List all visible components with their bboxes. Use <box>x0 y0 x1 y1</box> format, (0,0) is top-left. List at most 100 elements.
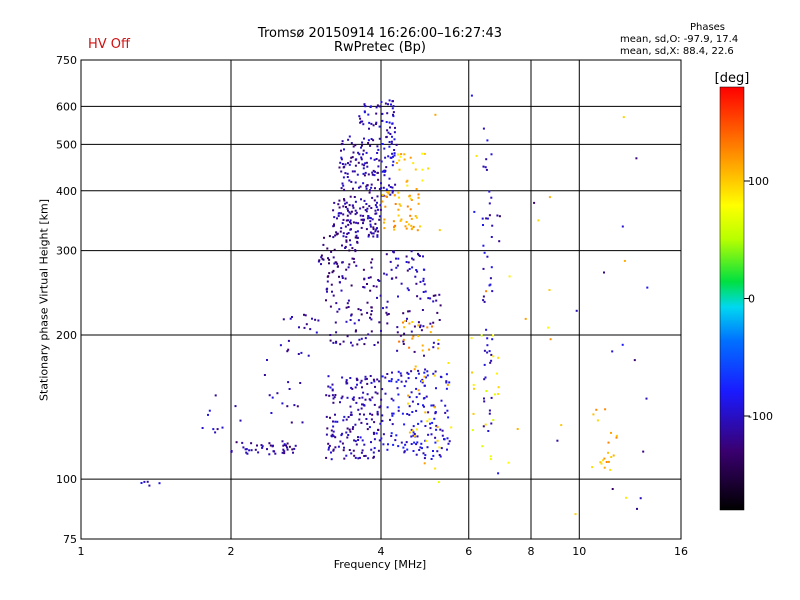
data-point <box>354 144 357 147</box>
data-point <box>601 459 604 462</box>
data-point <box>434 436 437 439</box>
data-point <box>370 418 373 421</box>
data-point <box>341 143 344 145</box>
data-point <box>440 447 443 450</box>
data-point <box>393 131 396 134</box>
data-point <box>393 152 396 155</box>
data-point <box>282 444 285 447</box>
data-point <box>359 185 362 188</box>
data-point <box>338 206 341 209</box>
data-point <box>418 392 421 395</box>
data-point <box>376 201 378 204</box>
data-point <box>399 334 402 337</box>
data-point <box>381 388 384 391</box>
data-point <box>371 196 374 199</box>
data-point <box>335 231 338 234</box>
data-point <box>406 413 409 415</box>
x-tick-label: 4 <box>378 545 385 558</box>
data-point <box>399 155 402 158</box>
data-point <box>330 451 332 454</box>
data-point <box>482 425 485 428</box>
data-point <box>419 446 422 449</box>
data-point <box>412 425 415 428</box>
data-point <box>392 115 395 118</box>
data-point <box>392 111 395 114</box>
data-point <box>393 228 396 231</box>
data-point <box>366 217 369 220</box>
data-point <box>353 439 356 442</box>
data-point <box>355 158 358 161</box>
data-point <box>410 443 413 445</box>
data-point <box>371 218 374 221</box>
data-point <box>388 145 391 148</box>
data-point <box>351 156 354 159</box>
data-point <box>342 340 345 343</box>
data-point <box>230 450 233 453</box>
data-point <box>360 379 363 382</box>
data-point <box>363 404 366 407</box>
data-point <box>387 192 390 195</box>
data-point <box>282 448 285 451</box>
y-tick-label: 500 <box>56 138 77 151</box>
data-point <box>615 434 618 437</box>
data-point <box>342 218 345 221</box>
data-point <box>374 209 377 212</box>
data-point <box>242 446 245 449</box>
data-point <box>390 156 393 159</box>
data-point <box>537 219 540 222</box>
data-point <box>410 428 413 431</box>
data-point <box>437 339 440 341</box>
data-point <box>360 407 363 410</box>
data-point <box>489 361 492 364</box>
data-point <box>345 418 348 421</box>
data-point <box>386 129 389 132</box>
data-point <box>327 375 330 378</box>
data-point <box>426 446 429 449</box>
data-point <box>358 115 361 118</box>
data-point <box>342 419 345 422</box>
data-point <box>365 203 368 205</box>
data-point <box>378 105 381 108</box>
data-point <box>392 412 395 415</box>
data-point <box>410 224 413 227</box>
data-point <box>340 158 343 161</box>
data-point <box>403 385 406 388</box>
data-point <box>367 215 370 217</box>
data-point <box>364 209 367 211</box>
data-point <box>367 113 370 116</box>
data-point <box>351 428 354 430</box>
data-point <box>415 282 418 285</box>
data-point <box>348 135 351 138</box>
data-point <box>321 257 324 260</box>
data-point <box>381 119 384 122</box>
y-tick-label: 300 <box>56 245 77 258</box>
data-point <box>396 349 399 352</box>
data-point <box>250 442 253 445</box>
data-point <box>391 122 394 125</box>
data-point <box>214 431 217 434</box>
data-point <box>486 351 489 354</box>
data-point <box>406 179 409 182</box>
data-point <box>376 410 379 413</box>
data-point <box>430 433 433 436</box>
data-point <box>409 197 412 200</box>
data-point <box>427 411 430 414</box>
data-point <box>380 182 382 185</box>
data-point <box>343 457 346 460</box>
data-point <box>317 260 320 263</box>
data-point <box>406 371 409 374</box>
data-point <box>428 348 431 351</box>
data-point <box>471 371 473 374</box>
data-point <box>335 302 338 305</box>
data-point <box>394 126 396 129</box>
data-point <box>605 461 608 463</box>
data-point <box>260 444 263 447</box>
y-tick-label: 750 <box>56 54 77 67</box>
data-point <box>311 317 313 320</box>
data-point <box>368 398 371 401</box>
data-point <box>337 203 340 206</box>
data-point <box>391 423 394 426</box>
data-point <box>376 296 378 299</box>
data-point <box>361 144 363 147</box>
data-point <box>356 383 358 386</box>
